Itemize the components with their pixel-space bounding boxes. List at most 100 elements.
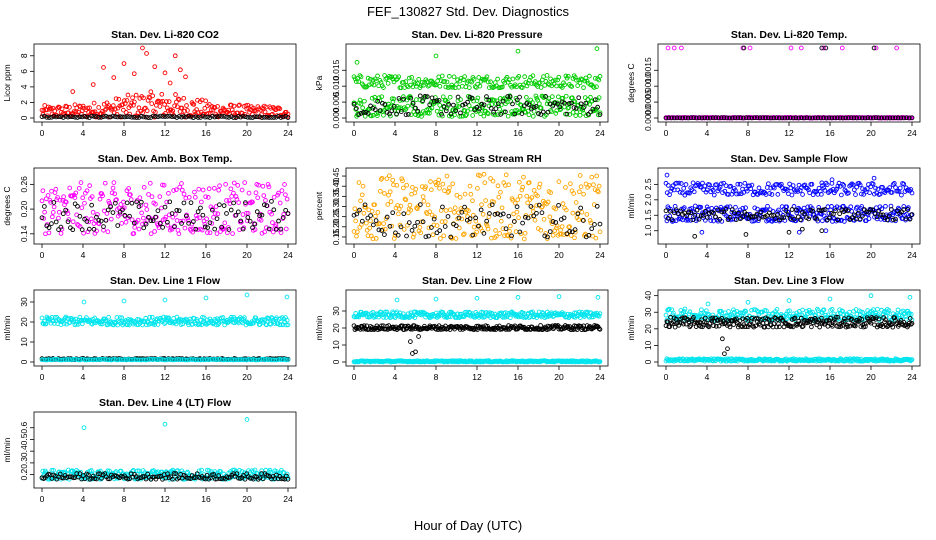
- data-point: [375, 210, 381, 215]
- data-point: [124, 200, 130, 206]
- data-point: [798, 45, 804, 51]
- data-point: [447, 94, 453, 100]
- series-0: [663, 203, 915, 224]
- data-point: [534, 210, 539, 216]
- data-point: [493, 228, 498, 233]
- data-point: [691, 189, 697, 195]
- data-point: [92, 357, 98, 362]
- data-point: [855, 210, 861, 216]
- series-2: [741, 45, 877, 51]
- x-tick-label: 24: [283, 372, 293, 382]
- data-point: [503, 359, 508, 365]
- data-point: [440, 204, 445, 210]
- data-point: [462, 204, 467, 210]
- data-point: [412, 190, 418, 196]
- data-point: [167, 113, 173, 119]
- data-point: [595, 189, 601, 195]
- data-point: [713, 115, 719, 121]
- data-point: [413, 349, 418, 355]
- data-point: [231, 180, 237, 186]
- data-point: [70, 227, 76, 233]
- data-point: [839, 308, 845, 314]
- data-point: [105, 357, 111, 363]
- data-point: [480, 310, 486, 315]
- data-point: [486, 97, 492, 103]
- data-point: [365, 215, 371, 221]
- data-point: [594, 84, 599, 90]
- data-point: [818, 115, 824, 121]
- data-point: [553, 220, 559, 225]
- data-point: [849, 181, 855, 187]
- data-point: [413, 105, 418, 111]
- data-point: [740, 205, 746, 211]
- series-2: [354, 46, 600, 65]
- data-point: [487, 203, 493, 209]
- data-point: [219, 357, 225, 363]
- data-point: [445, 85, 451, 90]
- data-point: [433, 296, 439, 302]
- data-point: [164, 105, 170, 111]
- data-point: [685, 218, 691, 223]
- data-point: [575, 211, 581, 217]
- data-point: [550, 103, 556, 109]
- data-point: [478, 111, 483, 117]
- data-point: [663, 115, 669, 121]
- data-point: [730, 188, 736, 194]
- data-point: [565, 105, 571, 111]
- data-point: [172, 114, 177, 119]
- data-point: [572, 227, 578, 232]
- data-point: [110, 185, 116, 191]
- data-point: [577, 112, 583, 118]
- data-point: [96, 217, 102, 223]
- data-point: [376, 314, 382, 320]
- data-point: [76, 185, 82, 191]
- data-point: [167, 80, 173, 86]
- data-point: [707, 115, 713, 121]
- data-point: [203, 194, 209, 200]
- data-point: [723, 206, 729, 212]
- data-point: [680, 190, 685, 196]
- data-point: [98, 115, 104, 120]
- y-tick-label: 0.0000: [643, 105, 653, 131]
- data-point: [710, 187, 716, 193]
- data-point: [448, 234, 454, 240]
- panel-title: Stan. Dev. Line 2 Flow: [422, 275, 533, 287]
- data-point: [358, 74, 364, 80]
- data-point: [388, 199, 394, 204]
- data-point: [514, 84, 519, 90]
- data-point: [159, 91, 165, 97]
- points-group: [351, 171, 603, 242]
- figure-title: FEF_130827 Std. Dev. Diagnostics: [367, 4, 570, 19]
- data-point: [429, 95, 435, 101]
- data-point: [561, 232, 567, 237]
- data-point: [200, 113, 206, 119]
- data-point: [824, 182, 830, 188]
- data-point: [544, 73, 550, 78]
- data-point: [269, 211, 274, 217]
- data-point: [401, 211, 407, 217]
- data-point: [119, 221, 125, 226]
- data-point: [370, 236, 376, 242]
- data-point: [176, 114, 182, 119]
- data-point: [266, 184, 272, 190]
- data-point: [94, 114, 99, 119]
- data-point: [745, 315, 750, 321]
- data-point: [394, 297, 400, 303]
- data-point: [125, 92, 131, 98]
- y-tick-label: 4: [19, 84, 29, 89]
- data-point: [702, 208, 708, 214]
- data-point: [191, 226, 196, 232]
- data-point: [123, 110, 129, 115]
- data-point: [525, 215, 531, 221]
- data-point: [459, 216, 465, 222]
- data-point: [387, 173, 392, 179]
- data-point: [517, 94, 522, 100]
- data-point: [663, 180, 669, 186]
- data-point: [353, 218, 358, 224]
- points-group: [39, 180, 291, 237]
- data-point: [524, 101, 530, 106]
- data-point: [703, 189, 709, 195]
- data-point: [41, 357, 46, 363]
- data-point: [270, 229, 276, 235]
